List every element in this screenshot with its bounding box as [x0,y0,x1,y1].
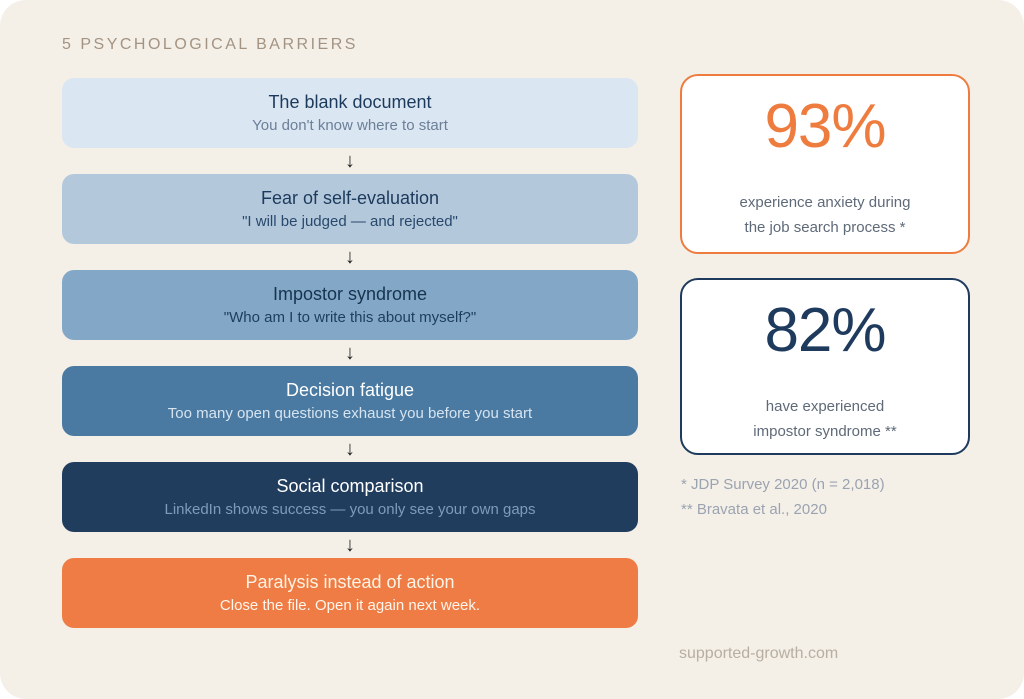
barrier-step-paralysis: Paralysis instead of action Close the fi… [62,558,638,628]
barrier-subtext: "I will be judged — and rejected" [242,213,458,230]
barrier-subtext: "Who am I to write this about myself?" [223,309,477,326]
footnotes: * JDP Survey 2020 (n = 2,018) ** Bravata… [681,472,885,522]
footnote-jdp-survey: * JDP Survey 2020 (n = 2,018) [681,476,885,493]
footnote-bravata: ** Bravata et al., 2020 [681,501,827,518]
barrier-step-decision-fatigue: Decision fatigue Too many open questions… [62,366,638,436]
page-title: 5 PSYCHOLOGICAL BARRIERS [62,36,358,53]
barrier-heading: Paralysis instead of action [245,572,455,592]
barrier-step-self-evaluation: Fear of self-evaluation "I will be judge… [62,174,638,244]
down-arrow-icon: ↓ [345,150,355,172]
stat-caption-line: have experienced [765,398,885,415]
barrier-heading: The blank document [268,92,432,112]
stat-caption: experience anxiety during the job search… [682,190,968,240]
barrier-subtext: You don't know where to start [252,117,448,134]
down-arrow-icon: ↓ [345,438,355,460]
barrier-subtext: Too many open questions exhaust you befo… [167,405,533,422]
barrier-heading: Impostor syndrome [272,284,428,304]
barrier-heading: Fear of self-evaluation [260,188,440,208]
stat-value: 93% [764,92,886,161]
barrier-heading: Social comparison [276,476,424,496]
barriers-flow: The blank document You don't know where … [62,78,638,628]
barrier-heading: Decision fatigue [285,380,415,400]
down-arrow-icon: ↓ [345,246,355,268]
down-arrow-icon: ↓ [345,342,355,364]
barrier-step-impostor-syndrome: Impostor syndrome "Who am I to write thi… [62,270,638,340]
barrier-step-social-comparison: Social comparison LinkedIn shows success… [62,462,638,532]
stat-caption-line: impostor syndrome ** [753,423,897,440]
stat-card-anxiety: 93% experience anxiety during the job se… [680,74,970,254]
stat-caption: have experienced impostor syndrome ** [682,394,968,444]
barrier-step-blank-document: The blank document You don't know where … [62,78,638,148]
stat-card-impostor: 82% have experienced impostor syndrome *… [680,278,970,455]
down-arrow-icon: ↓ [345,534,355,556]
website-credit: supported-growth.com [679,645,839,662]
stat-caption-line: experience anxiety during [739,194,911,211]
stat-value: 82% [764,296,886,365]
stat-caption-line: the job search process * [744,219,906,236]
barrier-subtext: LinkedIn shows success — you only see yo… [164,501,536,518]
barrier-subtext: Close the file. Open it again next week. [219,597,481,614]
